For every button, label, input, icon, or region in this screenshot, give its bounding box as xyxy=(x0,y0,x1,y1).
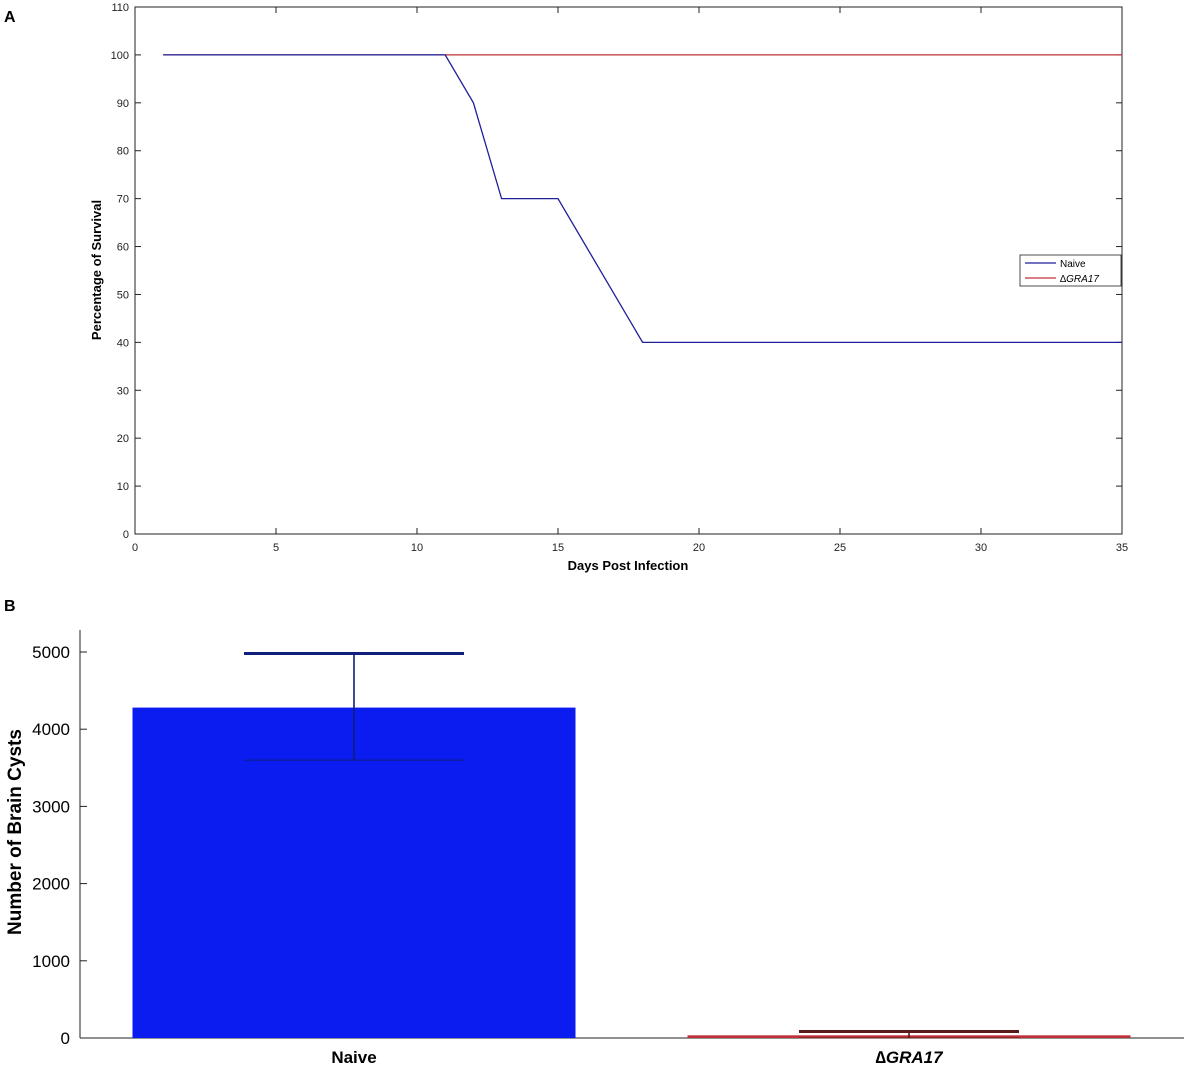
panel-a-survival-chart: A 0 10 20 30 40 50 60 70 80 90 100 110 0 5 10 15 20 25 30… xyxy=(4,2,1128,573)
y-tick-label: 60 xyxy=(117,242,129,254)
y-tick-label: 50 xyxy=(117,289,129,301)
y-tick-label: 80 xyxy=(117,146,129,158)
x-tick-label: 5 xyxy=(273,542,279,554)
legend-box xyxy=(1019,254,1122,287)
y-tick-label: 90 xyxy=(117,98,129,110)
x-tick-label: 35 xyxy=(1116,542,1128,554)
panel-a-legend: Naive ∆GRA17 xyxy=(1019,254,1122,287)
bar-naive xyxy=(132,707,576,1038)
y-tick-label: 30 xyxy=(117,385,129,397)
panel-b-brain-cysts-chart: B 0 1000 2000 3000 4000 5000 Naive ∆GRA17 Numb… xyxy=(4,598,1184,1067)
y-tick-label: 5000 xyxy=(32,643,70,662)
panel-b-letter: B xyxy=(4,598,16,615)
y-tick-label: 1000 xyxy=(32,952,70,971)
panel-b-category-labels: Naive ∆GRA17 xyxy=(331,1048,944,1067)
x-tick-label: 20 xyxy=(693,542,705,554)
y-tick-label: 110 xyxy=(111,2,129,14)
series-line-naive xyxy=(163,54,1122,344)
y-tick-label: 70 xyxy=(117,194,129,206)
x-tick-label: 0 xyxy=(132,542,138,554)
y-tick-label: 20 xyxy=(117,433,129,445)
y-tick-label: 4000 xyxy=(32,720,70,739)
legend-label-naive: Naive xyxy=(1060,259,1086,270)
panel-a-plot-frame xyxy=(134,6,1123,535)
panel-b-bars xyxy=(132,652,1131,1039)
panel-a-series xyxy=(163,54,1122,344)
x-tick-label: 25 xyxy=(834,542,846,554)
panel-a-x-ticks: 0 5 10 15 20 25 30 35 xyxy=(132,7,1128,554)
y-tick-label: 2000 xyxy=(32,875,70,894)
panel-a-x-axis-title: Days Post Infection xyxy=(568,558,689,573)
category-label-gra17: ∆GRA17 xyxy=(875,1048,944,1067)
y-tick-label: 100 xyxy=(111,50,129,62)
panel-b-y-axis-title: Number of Brain Cysts xyxy=(5,729,26,935)
x-tick-label: 15 xyxy=(552,542,564,554)
panel-a-y-axis-title: Percentage of Survival xyxy=(89,200,104,340)
panel-b-y-ticks: 0 1000 2000 3000 4000 5000 xyxy=(32,643,87,1048)
x-tick-label: 30 xyxy=(975,542,987,554)
category-label-naive: Naive xyxy=(331,1048,376,1067)
y-tick-label: 3000 xyxy=(32,797,70,816)
y-tick-label: 0 xyxy=(61,1029,70,1048)
y-tick-label: 10 xyxy=(117,481,129,493)
panel-a-letter: A xyxy=(4,9,16,26)
y-tick-label: 0 xyxy=(123,529,129,541)
legend-label-gra17: ∆GRA17 xyxy=(1060,274,1099,285)
panel-a-y-ticks: 0 10 20 30 40 50 60 70 80 90 100 110 xyxy=(111,2,1122,541)
x-tick-label: 10 xyxy=(411,542,423,554)
y-tick-label: 40 xyxy=(117,337,129,349)
